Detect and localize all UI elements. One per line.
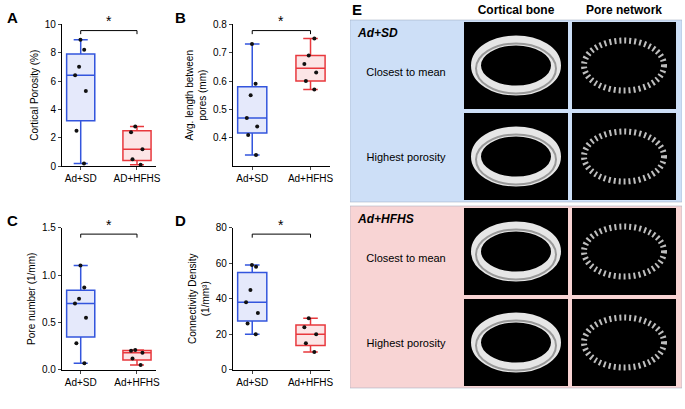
svg-text:B: B <box>175 9 186 26</box>
svg-text:4: 4 <box>50 104 56 115</box>
svg-text:10: 10 <box>45 19 57 30</box>
svg-text:Ad+SD: Ad+SD <box>236 377 268 388</box>
svg-text:Pore network: Pore network <box>586 3 662 17</box>
svg-text:0.5: 0.5 <box>42 317 56 328</box>
svg-text:Closest to mean: Closest to mean <box>366 66 445 78</box>
svg-text:Closest to mean: Closest to mean <box>366 252 445 264</box>
svg-text:Pore number (1/mm): Pore number (1/mm) <box>26 253 37 345</box>
svg-text:0.6: 0.6 <box>213 76 227 87</box>
svg-text:*: * <box>106 13 112 29</box>
svg-text:1.0: 1.0 <box>42 270 56 281</box>
svg-text:Ad+HFHS: Ad+HFHS <box>357 212 414 226</box>
svg-text:0: 0 <box>221 364 227 375</box>
svg-text:Avg. length betweenpores (mm): Avg. length betweenpores (mm) <box>184 50 208 140</box>
svg-text:Ad+SD: Ad+SD <box>357 26 398 40</box>
svg-text:C: C <box>7 212 18 229</box>
svg-text:0.0: 0.0 <box>42 364 56 375</box>
svg-text:Ad+HFHS: Ad+HFHS <box>114 377 160 388</box>
svg-text:*: * <box>106 217 112 233</box>
svg-text:AD+HFHS: AD+HFHS <box>114 173 161 184</box>
svg-text:40: 40 <box>216 293 228 304</box>
svg-text:0.4: 0.4 <box>213 132 227 143</box>
svg-text:Cortical bone: Cortical bone <box>478 3 555 17</box>
svg-text:Ad+HFHS: Ad+HFHS <box>288 173 334 184</box>
svg-text:A: A <box>7 9 18 26</box>
svg-text:Cortical Porosity (%): Cortical Porosity (%) <box>29 50 40 141</box>
svg-text:Ad+SD: Ad+SD <box>65 377 97 388</box>
svg-text:20: 20 <box>216 329 228 340</box>
svg-text:80: 80 <box>216 222 228 233</box>
svg-text:D: D <box>175 212 186 229</box>
svg-text:60: 60 <box>216 258 228 269</box>
svg-text:0.8: 0.8 <box>213 19 227 30</box>
svg-text:E: E <box>352 1 362 18</box>
svg-text:Ad+HFHS: Ad+HFHS <box>288 377 334 388</box>
svg-text:*: * <box>278 217 284 233</box>
svg-text:2: 2 <box>50 132 56 143</box>
svg-text:0.7: 0.7 <box>213 47 227 58</box>
svg-text:6: 6 <box>50 76 56 87</box>
svg-text:Connectivity Density(1/mm³): Connectivity Density(1/mm³) <box>187 253 211 344</box>
svg-text:*: * <box>278 13 284 29</box>
svg-text:Highest porosity: Highest porosity <box>367 337 446 349</box>
svg-text:8: 8 <box>50 47 56 58</box>
svg-text:0: 0 <box>50 161 56 172</box>
svg-text:0.5: 0.5 <box>213 104 227 115</box>
svg-text:1.5: 1.5 <box>42 222 56 233</box>
svg-text:Highest porosity: Highest porosity <box>367 151 446 163</box>
svg-text:Ad+SD: Ad+SD <box>65 173 97 184</box>
svg-text:Ad+SD: Ad+SD <box>236 173 268 184</box>
